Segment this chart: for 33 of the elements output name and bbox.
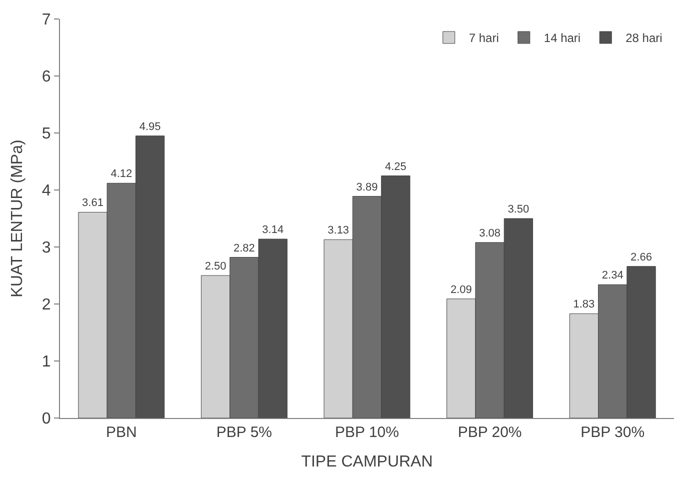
y-tick-label: 3 bbox=[42, 240, 51, 257]
data-label: 4.95 bbox=[139, 120, 161, 133]
x-tick-label: PBP 20% bbox=[458, 424, 522, 441]
data-label: 4.12 bbox=[110, 168, 132, 180]
y-tick-label: 0 bbox=[42, 410, 51, 428]
data-label: 3.89 bbox=[356, 181, 378, 194]
data-label: 1.83 bbox=[573, 298, 595, 311]
data-label: 2.50 bbox=[204, 260, 226, 272]
y-tick-label: 1 bbox=[42, 354, 51, 371]
legend-label: 28 hari bbox=[626, 31, 662, 46]
y-axis-title: KUAT LENTUR (MPa) bbox=[8, 140, 26, 298]
data-label: 2.34 bbox=[602, 270, 624, 282]
data-label: 4.25 bbox=[384, 160, 406, 173]
y-tick-label: 4 bbox=[42, 182, 51, 200]
data-label: 2.09 bbox=[450, 284, 472, 296]
data-label: 3.50 bbox=[508, 204, 530, 216]
data-label: 3.08 bbox=[479, 227, 501, 240]
data-label: 2.82 bbox=[233, 242, 255, 254]
data-label: 3.14 bbox=[262, 224, 284, 236]
y-tick-label: 2 bbox=[42, 296, 51, 314]
data-label: 2.66 bbox=[630, 251, 652, 264]
x-tick-label: PBP 30% bbox=[580, 424, 645, 441]
y-tick-label: 6 bbox=[42, 68, 51, 86]
x-axis-title: TIPE CAMPURAN bbox=[301, 454, 433, 471]
legend-label: 14 hari bbox=[544, 31, 581, 46]
y-tick-label: 7 bbox=[42, 12, 51, 29]
x-tick-label: PBP 5% bbox=[216, 424, 272, 441]
x-tick-label: PBN bbox=[106, 424, 137, 441]
y-tick-label: 5 bbox=[42, 126, 51, 143]
x-tick-label: PBP 10% bbox=[335, 424, 399, 441]
data-label: 3.13 bbox=[328, 224, 350, 237]
legend-label: 7 hari bbox=[468, 31, 499, 46]
data-label: 3.61 bbox=[82, 197, 104, 210]
